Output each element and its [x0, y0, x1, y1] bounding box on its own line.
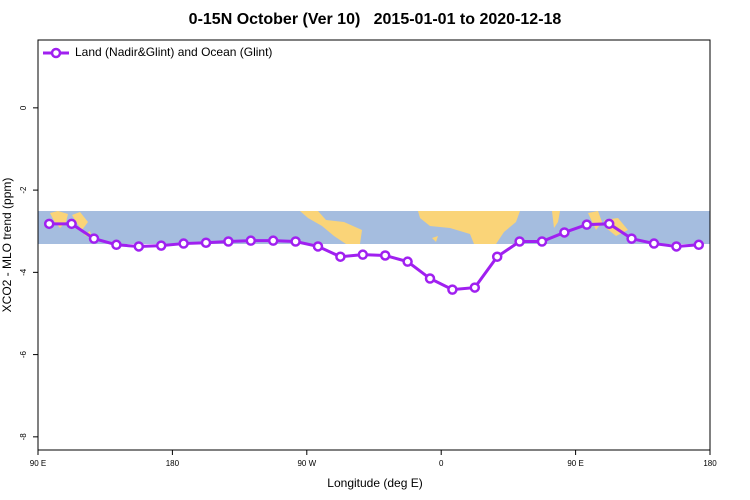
- data-point: [402, 256, 413, 267]
- data-point: [581, 219, 593, 230]
- y-axis-label: XCO2 - MLO trend (ppm): [0, 178, 14, 313]
- data-point: [379, 250, 391, 261]
- x-tick-label: 180: [166, 459, 180, 468]
- y-tick-label: -2: [19, 186, 28, 194]
- data-point: [491, 251, 503, 262]
- data-point: [133, 241, 145, 252]
- data-point: [88, 233, 100, 244]
- data-point: [223, 236, 234, 247]
- data-point: [693, 239, 705, 251]
- map-strip: [38, 211, 710, 244]
- data-point: [43, 218, 55, 230]
- x-tick-label: 0: [439, 459, 444, 468]
- x-tick-label: 90 E: [30, 459, 46, 468]
- data-point: [447, 284, 458, 295]
- data-point: [357, 249, 369, 260]
- data-point: [335, 251, 346, 262]
- y-tick-label: -8: [19, 433, 28, 441]
- data-point: [267, 235, 279, 246]
- data-point: [536, 236, 548, 247]
- plot-frame: [37, 39, 711, 451]
- data-point: [245, 235, 257, 246]
- data-point: [66, 218, 77, 230]
- data-point: [200, 237, 212, 248]
- data-point: [155, 240, 167, 251]
- y-tick-label: -4: [19, 268, 28, 276]
- legend-marker: [50, 47, 62, 59]
- data-point: [178, 238, 189, 249]
- chart-title: 0-15N October (Ver 10) 2015-01-01 to 202…: [189, 11, 562, 28]
- data-point: [469, 282, 481, 293]
- data-point: [312, 241, 324, 252]
- x-tick-label: 180: [703, 459, 717, 468]
- y-tick-label: -6: [19, 350, 28, 358]
- x-axis-label: Longitude (deg E): [327, 476, 422, 490]
- data-point: [290, 236, 301, 247]
- data-point: [111, 239, 122, 251]
- data-point: [626, 233, 637, 244]
- y-tick-label: 0: [19, 105, 28, 110]
- data-point: [603, 218, 615, 230]
- data-point: [514, 236, 525, 247]
- x-tick-label: 90 W: [297, 459, 316, 468]
- x-tick-label: 90 E: [567, 459, 583, 468]
- data-point: [559, 227, 570, 238]
- data-point: [671, 241, 682, 252]
- data-point: [424, 273, 436, 284]
- legend-label: Land (Nadir&Glint) and Ocean (Glint): [75, 45, 272, 59]
- data-point: [648, 238, 660, 249]
